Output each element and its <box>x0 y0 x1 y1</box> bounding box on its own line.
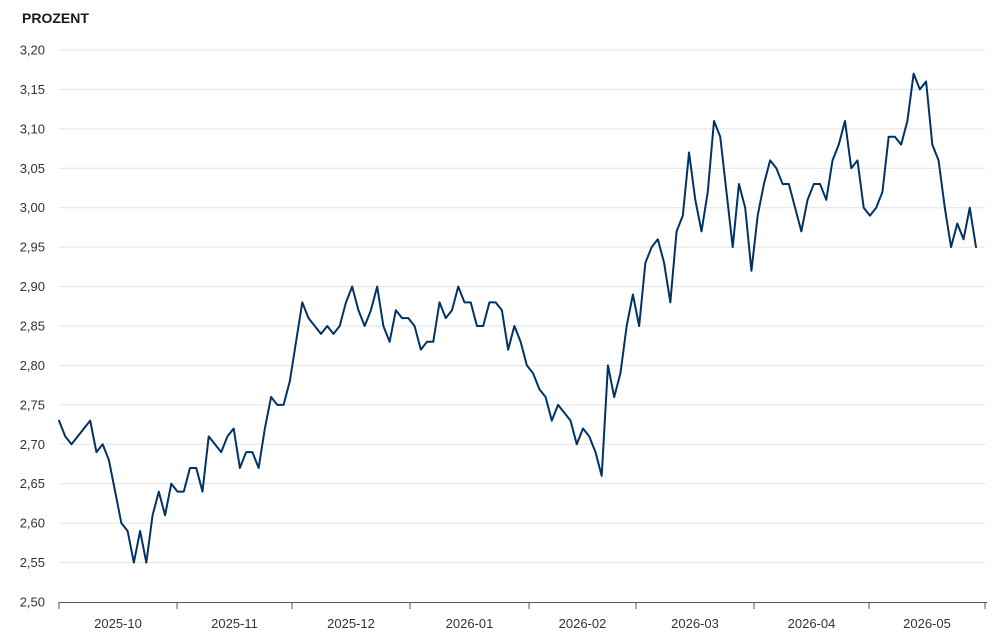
y-tick-label: 2,75 <box>20 397 45 412</box>
x-tick-label: 2025-10 <box>94 616 142 631</box>
x-tick-label: 2026-03 <box>671 616 719 631</box>
x-tick-label: 2026-05 <box>903 616 951 631</box>
gridlines <box>59 49 985 564</box>
x-tick-label: 2026-01 <box>446 616 494 631</box>
x-tick-label: 2026-04 <box>788 616 836 631</box>
series-line <box>58 72 977 564</box>
y-tick-label: 2,60 <box>20 516 45 531</box>
y-tick-label: 2,65 <box>20 476 45 491</box>
x-tick-label: 2026-02 <box>559 616 607 631</box>
y-tick-label: 3,00 <box>20 200 45 215</box>
y-axis-unit-label: PROZENT <box>22 10 89 26</box>
x-tick-labels: 2025-10 2025-11 2025-12 2026-01 2026-02 2026-… <box>94 616 951 631</box>
y-tick-label: 2,55 <box>20 555 45 570</box>
y-tick-label: 2,85 <box>20 319 45 334</box>
y-tick-label: 3,15 <box>20 82 45 97</box>
y-tick-label: 2,90 <box>20 279 45 294</box>
y-tick-label: 3,20 <box>20 43 45 58</box>
y-tick-label: 3,10 <box>20 121 45 136</box>
y-tick-label: 3,05 <box>20 161 45 176</box>
y-tick-label: 2,80 <box>20 358 45 373</box>
y-tick-label: 2,70 <box>20 437 45 452</box>
x-tick-label: 2025-12 <box>327 616 375 631</box>
y-tick-labels: 2,50 2,55 2,60 2,65 2,70 2,75 2,80 2,85 2,90 2,95… <box>20 43 45 610</box>
y-tick-label: 2,50 <box>20 595 45 610</box>
x-axis <box>58 602 987 609</box>
x-tick-label: 2025-11 <box>211 616 258 631</box>
y-tick-label: 2,95 <box>20 240 45 255</box>
